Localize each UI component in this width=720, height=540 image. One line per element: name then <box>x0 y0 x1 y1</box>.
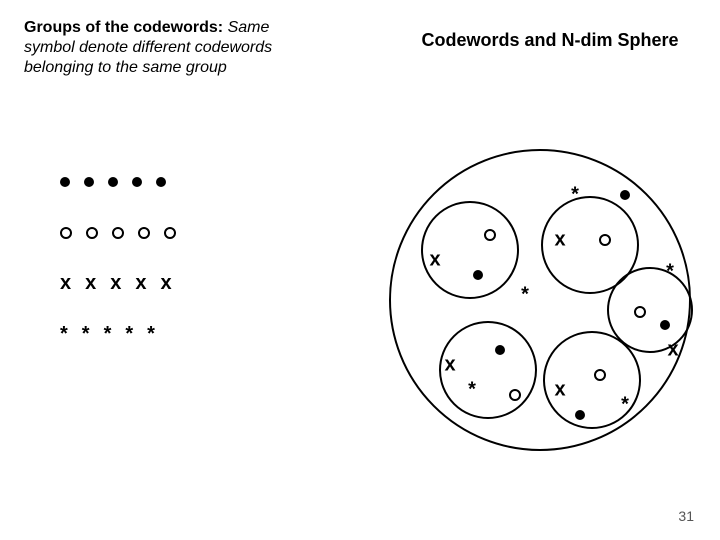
legend: xxxxx ***** <box>60 170 190 374</box>
marker-open-dot-9 <box>635 307 645 317</box>
marker-filled-dot-18 <box>575 410 585 420</box>
legend-row-3: ***** <box>60 323 190 346</box>
marker-filled-dot-10 <box>660 320 670 330</box>
marker-star-0: * <box>571 183 579 205</box>
filled-dot-icon <box>60 177 70 187</box>
sphere-diagram: * x x * * x x * x * <box>370 140 710 480</box>
marker-filled-dot-13 <box>495 345 505 355</box>
left-caption: Groups of the codewords: Same symbol den… <box>24 18 304 78</box>
marker-star-7: * <box>521 283 529 305</box>
right-title: Codewords and N-dim Sphere <box>400 30 700 51</box>
page-number: 31 <box>678 508 694 524</box>
marker-x-5: x <box>554 228 565 250</box>
slide-page: Groups of the codewords: Same symbol den… <box>0 0 720 540</box>
filled-dot-icon <box>156 177 166 187</box>
left-caption-bold: Groups of the codewords: <box>24 19 223 36</box>
marker-open-dot-6 <box>600 235 610 245</box>
marker-star-19: * <box>621 393 629 415</box>
inner-circle-2 <box>608 268 692 352</box>
marker-star-14: * <box>468 378 476 400</box>
marker-x-3: x <box>429 248 440 270</box>
marker-open-dot-17 <box>595 370 605 380</box>
marker-filled-dot-1 <box>620 190 630 200</box>
legend-row-0 <box>60 170 190 193</box>
outer-sphere <box>390 150 690 450</box>
marker-open-dot-2 <box>485 230 495 240</box>
open-dot-icon <box>86 227 98 239</box>
filled-dot-icon <box>108 177 118 187</box>
open-dot-icon <box>60 227 72 239</box>
marker-x-11: x <box>667 338 678 360</box>
open-dot-icon <box>138 227 150 239</box>
marker-open-dot-15 <box>510 390 520 400</box>
open-dot-icon <box>164 227 176 239</box>
open-dot-icon <box>112 227 124 239</box>
filled-dot-icon <box>84 177 94 187</box>
legend-row-1 <box>60 221 190 244</box>
marker-x-16: x <box>554 378 565 400</box>
marker-filled-dot-4 <box>473 270 483 280</box>
marker-star-8: * <box>666 260 674 282</box>
filled-dot-icon <box>132 177 142 187</box>
marker-x-12: x <box>444 353 455 375</box>
legend-row-2: xxxxx <box>60 272 190 295</box>
